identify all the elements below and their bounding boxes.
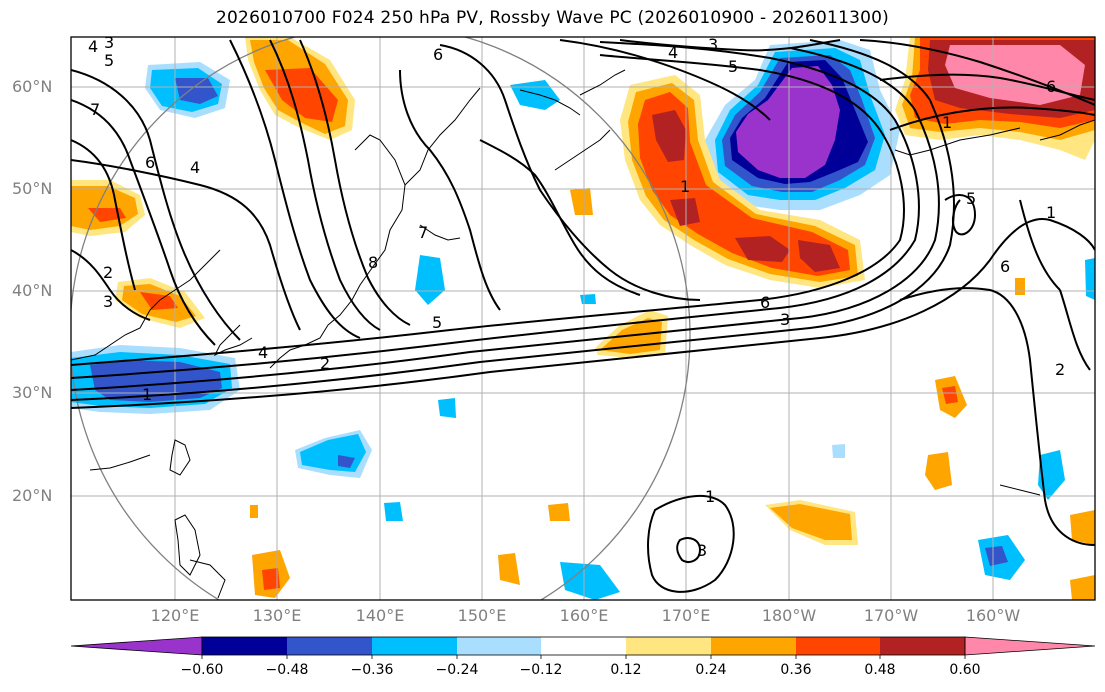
colorbar-bin — [711, 637, 796, 655]
contour-label: 4 — [88, 37, 98, 56]
contour-label: 4 — [258, 343, 268, 362]
colorbar-bin — [880, 637, 965, 655]
contour-label: 1 — [705, 487, 715, 506]
lat-label: 30°N — [12, 383, 53, 402]
lon-label: 120°E — [150, 606, 200, 625]
colorbar-tick-label: −0.36 — [350, 662, 394, 678]
colorbar-tick-label: −0.12 — [519, 662, 563, 678]
contour-label: 6 — [760, 293, 770, 312]
colorbar-tick-label: −0.60 — [180, 662, 224, 678]
contour-label: 7 — [418, 223, 428, 242]
contour-label: 6 — [145, 153, 155, 172]
colorbar-tick-label: 0.12 — [610, 662, 642, 678]
lon-label: 140°E — [355, 606, 405, 625]
contour-label: 5 — [966, 189, 976, 208]
colorbar-bin — [287, 637, 372, 655]
colorbar-tick-label: 0.60 — [949, 662, 981, 678]
lat-label: 20°N — [12, 486, 53, 505]
map-field: 4 3 5 6 4 3 5 6 7 6 4 2 3 4 2 1 5 6 3 1 … — [71, 33, 1095, 600]
contour-label: 1 — [1046, 203, 1056, 222]
colorbar-extend-min — [70, 636, 203, 656]
lon-label: 180°W — [761, 606, 817, 625]
map-frame — [70, 36, 1096, 601]
pv-contours — [71, 39, 1095, 593]
contour-label-group: 4 3 5 6 4 3 5 6 7 6 4 2 3 4 2 1 5 6 3 1 … — [88, 33, 1065, 560]
lon-label: 170°W — [863, 606, 919, 625]
contour-label: 4 — [668, 43, 678, 62]
colorbar-tick-label: −0.48 — [265, 662, 309, 678]
contour-label: 3 — [104, 33, 114, 52]
map-title: 2026010700 F024 250 hPa PV, Rossby Wave … — [216, 8, 889, 28]
contour-label: 2 — [103, 263, 113, 282]
contour-label: 3 — [697, 541, 707, 560]
contour-label: 5 — [432, 313, 442, 332]
colorbar-tick-label: 0.24 — [695, 662, 727, 678]
lon-label: 170°E — [661, 606, 711, 625]
lon-label: 160°W — [965, 606, 1021, 625]
colorbar-bin — [796, 637, 880, 655]
contour-label: 5 — [104, 51, 114, 70]
contour-label: 3 — [103, 292, 113, 311]
contour-label: 6 — [433, 45, 443, 64]
contour-label: 1 — [680, 177, 690, 196]
lat-label: 40°N — [12, 281, 53, 300]
graticule — [71, 37, 1095, 600]
lon-label: 150°E — [457, 606, 507, 625]
contour-label: 3 — [708, 35, 718, 54]
colorbar-bin — [457, 637, 541, 655]
colorbar-bin — [626, 637, 711, 655]
lon-label: 160°E — [559, 606, 609, 625]
colorbar-bin — [541, 637, 626, 655]
colorbar — [70, 636, 1096, 659]
contour-label: 1 — [142, 385, 152, 404]
lat-label: 50°N — [12, 179, 53, 198]
contour-label: 2 — [1055, 360, 1065, 379]
colorbar-tick-label: 0.48 — [864, 662, 896, 678]
contour-label: 6 — [1046, 77, 1056, 96]
colorbar-bin — [372, 637, 457, 655]
colorbar-extend-max — [964, 636, 1096, 656]
coastlines — [71, 69, 1095, 599]
contour-label: 7 — [90, 100, 100, 119]
colorbar-tick-label: −0.24 — [435, 662, 479, 678]
contour-label: 2 — [320, 354, 330, 373]
contour-label: 3 — [780, 310, 790, 329]
lat-label: 60°N — [12, 77, 53, 96]
colorbar-bin — [202, 637, 287, 655]
contour-label: 6 — [1000, 257, 1010, 276]
lon-label: 130°E — [252, 606, 302, 625]
colorbar-tick-label: 0.36 — [780, 662, 812, 678]
reference-circle — [71, 37, 691, 600]
contour-label: 5 — [728, 57, 738, 76]
contour-label: 1 — [942, 113, 952, 132]
contour-label: 4 — [190, 158, 200, 177]
contour-label: 8 — [368, 253, 378, 272]
